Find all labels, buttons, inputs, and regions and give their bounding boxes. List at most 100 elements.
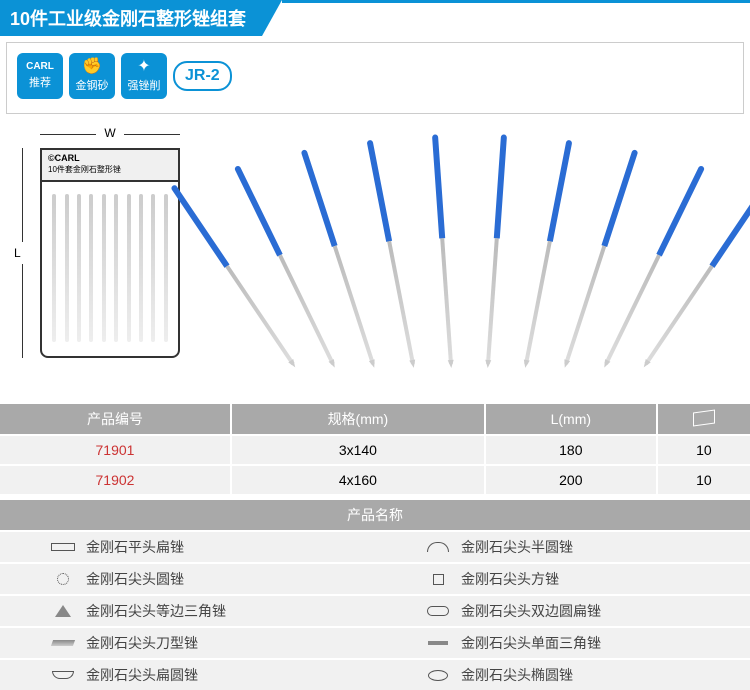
profile-icon — [50, 636, 76, 650]
file-tool — [644, 184, 750, 366]
package-slots — [42, 182, 178, 342]
badge-label: 金钢砂 — [76, 77, 109, 93]
file-handle — [367, 140, 392, 242]
name-item: 金刚石尖头圆锉 — [0, 562, 375, 594]
file-tip — [409, 360, 416, 369]
file-tip — [602, 359, 611, 369]
profile-icon — [425, 668, 451, 682]
file-handle — [301, 149, 338, 247]
cell-spec: 4x160 — [231, 465, 485, 494]
th-spec: 规格(mm) — [231, 404, 485, 435]
name-label: 金刚石尖头等边三角锉 — [86, 601, 226, 621]
profile-icon — [50, 572, 76, 586]
file-handle — [494, 134, 507, 238]
file-shaft — [564, 246, 606, 365]
name-item: 金刚石尖头双边圆扁锉 — [375, 594, 750, 626]
dim-length-label: L — [14, 148, 21, 358]
cell-len: 180 — [485, 435, 657, 465]
cell-qty: 10 — [657, 435, 750, 465]
package-brand: ©CARL — [48, 153, 172, 165]
file-tip — [448, 360, 455, 368]
table-row: 719013x14018010 — [0, 435, 750, 465]
file-shaft — [440, 238, 453, 364]
cell-code: 71901 — [0, 435, 231, 465]
file-shaft — [524, 241, 552, 365]
fist-icon: ✊ — [82, 59, 102, 75]
name-label: 金刚石尖头单面三角锉 — [461, 633, 601, 653]
file-tip — [288, 359, 297, 369]
package-outline: ©CARL 10件套金刚石整形锉 — [40, 148, 180, 358]
title-triangle — [262, 0, 282, 36]
names-header: 产品名称 — [0, 500, 750, 530]
package-desc: 10件套金刚石整形锉 — [48, 165, 172, 175]
file-tip — [369, 359, 377, 368]
file-shaft — [387, 241, 415, 365]
file-tool — [301, 149, 376, 365]
dim-width-label: W — [40, 126, 180, 140]
name-item: 金刚石平头扁锉 — [0, 530, 375, 562]
file-tool — [563, 149, 638, 365]
name-label: 金刚石尖头刀型锉 — [86, 633, 198, 653]
package-header: ©CARL 10件套金刚石整形锉 — [42, 150, 178, 182]
cell-spec: 3x140 — [231, 435, 485, 465]
file-tool — [367, 140, 416, 365]
badges-row: CARL 推荐 ✊ 金钢砂 ✦ 强锉削 JR-2 — [6, 42, 744, 114]
file-handle — [234, 165, 283, 257]
profile-icon — [50, 668, 76, 682]
page-title: 10件工业级金刚石整形锉组套 — [0, 0, 262, 36]
product-visual-row: W L ©CARL 10件套金刚石整形锉 — [0, 120, 750, 402]
file-shaft — [333, 246, 375, 365]
spark-icon: ✦ — [137, 59, 150, 75]
file-handle — [710, 184, 750, 268]
box-icon — [693, 409, 715, 426]
profile-icon — [425, 540, 451, 554]
name-item: 金刚石尖头扁圆锉 — [0, 658, 375, 690]
badge-grit: ✊ 金钢砂 — [69, 53, 115, 99]
name-item: 金刚石尖头方锉 — [375, 562, 750, 594]
cell-code: 71902 — [0, 465, 231, 494]
package-diagram: W L ©CARL 10件套金刚石整形锉 — [10, 124, 210, 384]
name-item: 金刚石尖头单面三角锉 — [375, 626, 750, 658]
carl-icon: CARL — [26, 62, 54, 72]
profile-icon — [425, 604, 451, 618]
profile-icon — [425, 572, 451, 586]
file-tip — [641, 359, 650, 369]
cell-qty: 10 — [657, 465, 750, 494]
file-handle — [432, 134, 445, 238]
profile-icon — [50, 540, 76, 554]
file-handle — [601, 149, 638, 247]
name-label: 金刚石尖头半圆锉 — [461, 537, 573, 557]
file-shaft — [644, 265, 713, 365]
file-tool — [432, 134, 454, 364]
cell-len: 200 — [485, 465, 657, 494]
name-label: 金刚石尖头扁圆锉 — [86, 665, 198, 685]
file-handle — [656, 165, 705, 257]
name-item: 金刚石尖头椭圆锉 — [375, 658, 750, 690]
name-item: 金刚石尖头半圆锉 — [375, 530, 750, 562]
badge-strong: ✦ 强锉削 — [121, 53, 167, 99]
name-label: 金刚石尖头双边圆扁锉 — [461, 601, 601, 621]
name-item: 金刚石尖头等边三角锉 — [0, 594, 375, 626]
file-shaft — [486, 238, 499, 364]
file-tip — [329, 359, 338, 369]
profile-icon — [50, 604, 76, 618]
th-qty — [657, 404, 750, 435]
profile-icon — [425, 636, 451, 650]
th-code: 产品编号 — [0, 404, 231, 435]
file-tip — [522, 360, 529, 369]
table-header-row: 产品编号 规格(mm) L(mm) — [0, 404, 750, 435]
name-label: 金刚石尖头方锉 — [461, 569, 559, 589]
badge-label: 强锉削 — [128, 77, 161, 93]
badge-recommend: CARL 推荐 — [17, 53, 63, 99]
title-bar: 10件工业级金刚石整形锉组套 — [0, 0, 750, 36]
file-handle — [547, 140, 572, 242]
model-badge: JR-2 — [173, 61, 232, 91]
file-tip — [562, 359, 570, 368]
file-shaft — [225, 265, 294, 365]
title-underline — [282, 0, 750, 36]
files-fan-image — [230, 134, 740, 374]
file-tool — [523, 140, 572, 365]
name-label: 金刚石尖头椭圆锉 — [461, 665, 573, 685]
th-len: L(mm) — [485, 404, 657, 435]
name-label: 金刚石平头扁锉 — [86, 537, 184, 557]
